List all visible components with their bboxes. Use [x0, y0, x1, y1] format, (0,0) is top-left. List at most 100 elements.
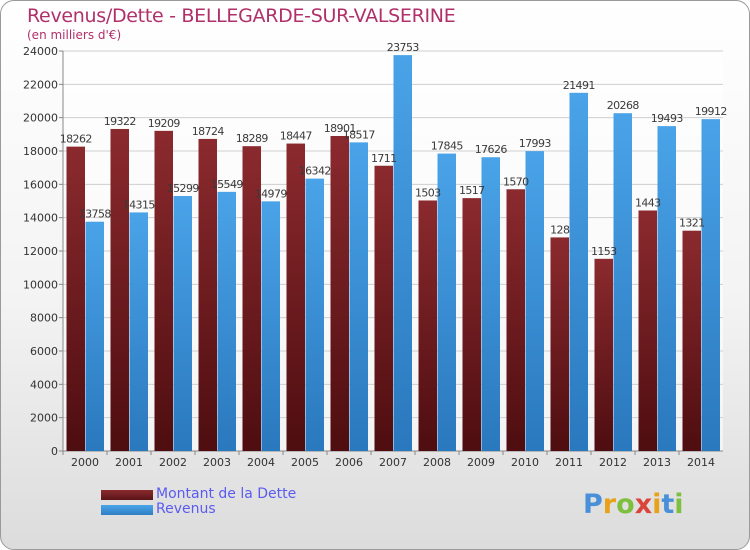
- revenue-bar: [569, 92, 588, 452]
- debt-bar: [330, 135, 349, 451]
- y-tick-label: 22000: [23, 78, 58, 91]
- revenue-bar: [261, 201, 280, 451]
- revenue-value-label: 18517: [343, 128, 376, 141]
- revenue-value-label: 20268: [607, 99, 640, 112]
- revenue-value-label: 21491: [563, 79, 595, 92]
- proxiti-logo: Proxiti: [583, 489, 684, 520]
- y-tick-label: 4000: [30, 378, 58, 391]
- debt-value-label: 18289: [236, 132, 269, 145]
- logo-letter: P: [583, 489, 603, 520]
- legend-swatch-revenue: [101, 505, 153, 515]
- debt-bar: [110, 128, 129, 451]
- revenue-bar: [217, 191, 236, 451]
- revenue-bar: [657, 126, 676, 451]
- y-tick-label: 20000: [23, 112, 58, 125]
- debt-value-label: 128: [550, 223, 570, 236]
- y-tick-label: 6000: [30, 345, 58, 358]
- debt-value-label: 18724: [192, 125, 225, 138]
- x-tick-label: 2006: [335, 456, 363, 469]
- revenue-bar: [85, 221, 104, 451]
- debt-value-label: 18901: [324, 122, 356, 135]
- revenue-value-label: 13758: [79, 208, 112, 221]
- y-tick-label: 24000: [23, 45, 58, 58]
- revenue-value-label: 17845: [431, 140, 464, 153]
- debt-value-label: 18447: [280, 130, 313, 143]
- revenue-value-label: 23753: [387, 41, 420, 54]
- x-tick-label: 2001: [115, 456, 143, 469]
- debt-bar: [594, 258, 613, 451]
- revenue-value-label: 17993: [519, 137, 552, 150]
- revenue-bar: [701, 119, 720, 451]
- x-tick-label: 2008: [423, 456, 451, 469]
- logo-letter: r: [602, 489, 617, 520]
- revenue-bar: [393, 55, 412, 451]
- legend-label-revenue: Revenus: [156, 501, 216, 517]
- debt-bar: [198, 138, 217, 451]
- debt-value-label: 1517: [459, 184, 485, 197]
- legend-swatch-debt: [101, 490, 153, 500]
- debt-value-label: 1570: [503, 175, 529, 188]
- debt-bar: [462, 198, 481, 451]
- logo-letter: x: [634, 489, 653, 520]
- x-tick-label: 2005: [291, 456, 319, 469]
- revenue-value-label: 15299: [167, 182, 200, 195]
- x-tick-label: 2009: [467, 456, 495, 469]
- revenue-value-label: 15549: [211, 178, 244, 191]
- debt-value-label: 19322: [104, 115, 136, 128]
- chart-title: Revenus/Dette - BELLEGARDE-SUR-VALSERINE: [27, 5, 456, 27]
- revenue-bar: [305, 178, 324, 451]
- debt-bar: [638, 210, 657, 451]
- debt-value-label: 1153: [591, 245, 617, 258]
- debt-value-label: 1503: [415, 186, 441, 199]
- debt-value-label: 1443: [635, 196, 661, 209]
- x-tick-label: 2010: [511, 456, 539, 469]
- revenue-value-label: 16342: [299, 165, 331, 178]
- debt-bar: [154, 130, 173, 451]
- x-tick-label: 2014: [687, 456, 715, 469]
- y-tick-label: 18000: [23, 145, 58, 158]
- legend-label-debt: Montant de la Dette: [156, 486, 297, 502]
- debt-value-label: 1711: [371, 152, 397, 165]
- debt-bar: [682, 230, 701, 451]
- revenue-bar: [129, 212, 148, 451]
- revenue-bar: [437, 153, 456, 452]
- x-tick-label: 2003: [203, 456, 231, 469]
- y-tick-label: 10000: [23, 278, 58, 291]
- revenue-bar: [525, 151, 544, 451]
- x-tick-label: 2012: [599, 456, 627, 469]
- x-tick-label: 2011: [555, 456, 583, 469]
- revenue-bar: [173, 196, 192, 451]
- revenue-value-label: 14315: [123, 198, 156, 211]
- logo-letter: i: [652, 489, 662, 520]
- logo-letter: i: [674, 489, 684, 520]
- x-tick-label: 2013: [643, 456, 671, 469]
- x-tick-label: 2000: [71, 456, 99, 469]
- revenue-bar: [481, 157, 500, 451]
- y-tick-label: 12000: [23, 245, 58, 258]
- debt-bar: [66, 146, 85, 451]
- revenue-value-label: 19493: [651, 112, 684, 125]
- debt-bar: [550, 237, 569, 451]
- logo-letter: o: [616, 489, 635, 520]
- debt-value-label: 18262: [60, 133, 92, 146]
- debt-bar: [418, 200, 437, 451]
- y-tick-label: 2000: [30, 412, 58, 425]
- logo-letter: t: [661, 489, 675, 520]
- y-tick-label: 14000: [23, 212, 58, 225]
- x-tick-label: 2007: [379, 456, 407, 469]
- revenue-value-label: 17626: [475, 143, 508, 156]
- revenue-value-label: 19912: [695, 105, 727, 118]
- y-tick-label: 0: [51, 445, 58, 458]
- debt-value-label: 19209: [148, 117, 181, 130]
- chart-subtitle: (en milliers d'€): [27, 28, 122, 42]
- debt-bar: [286, 143, 305, 452]
- revenue-value-label: 14979: [255, 187, 288, 200]
- debt-bar: [242, 146, 261, 451]
- debt-bar: [506, 189, 525, 451]
- debt-value-label: 1321: [679, 217, 705, 230]
- revenue-bar: [613, 113, 632, 451]
- y-tick-label: 16000: [23, 178, 58, 191]
- x-tick-label: 2002: [159, 456, 187, 469]
